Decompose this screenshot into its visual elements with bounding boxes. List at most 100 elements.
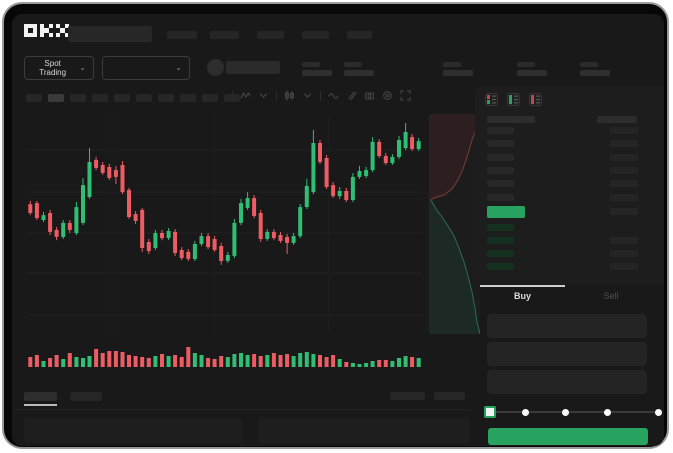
- slider-stop-1[interactable]: [521, 408, 529, 416]
- okx-logo: [24, 24, 69, 37]
- timeframe-button[interactable]: [48, 94, 64, 102]
- stat-value-placeholder: [580, 70, 610, 76]
- timeframe-button[interactable]: [180, 94, 196, 102]
- ask-row-amount[interactable]: [610, 180, 638, 187]
- orderbook-bids-icon[interactable]: [507, 93, 520, 106]
- timeframe-button[interactable]: [26, 94, 42, 102]
- active-tab-indicator: [480, 285, 565, 287]
- stat-label-placeholder: [517, 62, 535, 67]
- section-divider: [12, 409, 470, 410]
- okx-glyph-k: [40, 24, 53, 37]
- toolbar-divider: [232, 90, 233, 101]
- okx-glyph-o: [24, 24, 37, 37]
- app-window: Spot Trading ⌄ ⌄ Buy Sell: [12, 14, 664, 446]
- ask-row-price[interactable]: [487, 127, 514, 134]
- coin-avatar: [207, 59, 224, 76]
- chevron-down-icon: ⌄: [175, 63, 182, 72]
- chart-tools: [232, 90, 411, 101]
- ask-row-amount[interactable]: [610, 167, 638, 174]
- bottom-action-placeholder[interactable]: [434, 392, 465, 400]
- tab-buy[interactable]: Buy: [513, 291, 531, 301]
- market-type-dropdown[interactable]: Spot Trading ⌄: [24, 56, 94, 80]
- ask-row-price[interactable]: [487, 154, 514, 161]
- bid-row-amount[interactable]: [610, 263, 638, 270]
- stat-label-placeholder: [344, 62, 362, 67]
- orderbook-asks-icon[interactable]: [529, 93, 542, 106]
- settings-icon[interactable]: [382, 90, 393, 101]
- orderbook-column-header: [597, 116, 637, 123]
- candlestick-icon[interactable]: [284, 90, 295, 101]
- orderbook-column-header: [487, 116, 535, 123]
- timeframe-button[interactable]: [70, 94, 86, 102]
- stat-value-placeholder: [302, 70, 332, 76]
- last-price-amount: [610, 208, 638, 215]
- okx-glyph-x: [56, 24, 69, 37]
- camera-icon[interactable]: [364, 90, 375, 101]
- stat-value-placeholder: [517, 70, 547, 76]
- toolbar-divider: [320, 90, 321, 101]
- order-input-1[interactable]: [487, 342, 647, 366]
- orderbook-combined-icon[interactable]: [485, 93, 498, 106]
- device-frame: Spot Trading ⌄ ⌄ Buy Sell: [2, 2, 669, 449]
- wave-icon[interactable]: [328, 90, 339, 101]
- timeframe-button[interactable]: [136, 94, 152, 102]
- bid-row-price[interactable]: [487, 250, 514, 257]
- nav-item-placeholder[interactable]: [302, 31, 329, 39]
- draw-icon[interactable]: [346, 90, 357, 101]
- timeframe-button[interactable]: [202, 94, 218, 102]
- chevron-down-icon[interactable]: [258, 90, 269, 101]
- stat-label-placeholder: [580, 62, 598, 67]
- chevron-down-icon[interactable]: [302, 90, 313, 101]
- ask-row-price[interactable]: [487, 167, 514, 174]
- ask-row-amount[interactable]: [610, 154, 638, 161]
- volume-chart: [28, 347, 421, 367]
- bid-row-price[interactable]: [487, 224, 514, 231]
- bottom-active-tab-underline: [24, 404, 57, 406]
- ask-row-price[interactable]: [487, 180, 514, 187]
- chevron-down-icon: ⌄: [79, 63, 86, 72]
- timeframe-button[interactable]: [92, 94, 108, 102]
- bottom-tab-placeholder[interactable]: [24, 392, 57, 401]
- bid-row-amount[interactable]: [610, 237, 638, 244]
- stat-value-placeholder: [443, 70, 473, 76]
- market-type-label: Spot Trading: [39, 59, 67, 77]
- bottom-tab-placeholder[interactable]: [70, 392, 102, 401]
- stat-label-placeholder: [302, 62, 320, 67]
- timeframe-button[interactable]: [114, 94, 130, 102]
- order-input-0[interactable]: [487, 314, 647, 338]
- nav-item-placeholder[interactable]: [257, 31, 284, 39]
- tab-sell[interactable]: Sell: [603, 291, 619, 301]
- ask-row-amount[interactable]: [610, 140, 638, 147]
- fullscreen-icon[interactable]: [400, 90, 411, 101]
- nav-item-placeholder[interactable]: [167, 31, 197, 39]
- amount-slider-track[interactable]: [490, 411, 658, 413]
- timeframe-button[interactable]: [158, 94, 174, 102]
- bid-row-price[interactable]: [487, 263, 514, 270]
- ask-row-amount[interactable]: [610, 127, 638, 134]
- order-input-2[interactable]: [487, 370, 647, 394]
- toolbar-divider: [276, 90, 277, 101]
- pair-dropdown[interactable]: ⌄: [102, 56, 190, 80]
- bid-row-price[interactable]: [487, 237, 514, 244]
- bottom-panel-placeholder: [24, 418, 242, 443]
- ask-row-price[interactable]: [487, 140, 514, 147]
- pair-name-placeholder: [226, 61, 280, 74]
- zigzag-icon[interactable]: [240, 90, 251, 101]
- ask-row-price[interactable]: [487, 194, 514, 201]
- nav-item-placeholder[interactable]: [210, 31, 239, 39]
- slider-stop-2[interactable]: [562, 408, 570, 416]
- slider-stop-4[interactable]: [654, 408, 662, 416]
- depth-chart: [429, 114, 480, 334]
- buy-submit-button[interactable]: [488, 428, 648, 445]
- ask-row-amount[interactable]: [610, 194, 638, 201]
- stat-value-placeholder: [344, 70, 374, 76]
- bid-row-amount[interactable]: [610, 250, 638, 257]
- bottom-action-placeholder[interactable]: [390, 392, 425, 400]
- stat-label-placeholder: [443, 62, 461, 67]
- slider-stop-3[interactable]: [604, 408, 612, 416]
- nav-item-placeholder[interactable]: [347, 31, 372, 39]
- slider-stop-0[interactable]: [484, 406, 496, 418]
- bottom-panel-placeholder: [258, 418, 470, 443]
- candlestick-chart: [27, 114, 422, 334]
- last-price-badge[interactable]: [487, 206, 525, 218]
